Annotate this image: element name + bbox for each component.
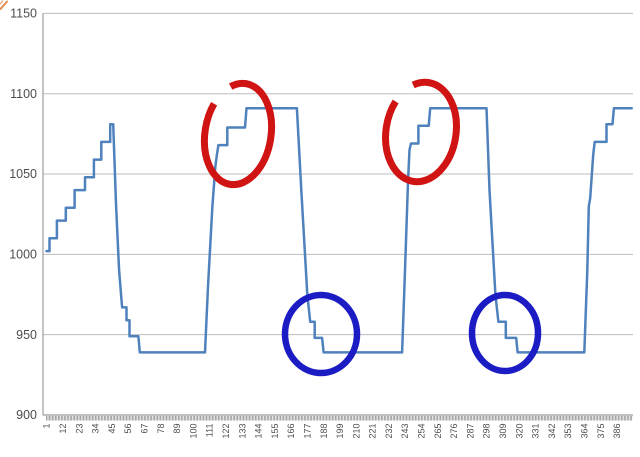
y-axis-tick-label: 900 (16, 408, 37, 422)
x-axis-tick-label: 89 (172, 424, 182, 434)
x-axis-tick-label: 353 (563, 424, 573, 439)
x-axis-tick-label: 166 (286, 424, 296, 439)
corner-scribble-mark (0, 0, 4, 5)
annotation-red-ellipse-2 (382, 78, 460, 186)
x-axis-tick-label: 276 (449, 424, 459, 439)
x-axis-tick-label: 342 (547, 424, 557, 439)
x-axis-tick-label: 364 (580, 424, 590, 439)
x-axis-tick-label: 309 (498, 424, 508, 439)
x-axis-tick-label: 23 (74, 424, 84, 434)
x-axis-tick-label: 56 (123, 424, 133, 434)
x-axis-tick-label: 144 (254, 424, 264, 439)
y-axis-tick-label: 1100 (10, 87, 37, 101)
annotation-blue-ellipse-2 (468, 291, 542, 375)
x-axis-tick-label: 45 (107, 424, 117, 434)
x-axis-tick-label: 100 (188, 424, 198, 439)
x-axis-tick-label: 199 (335, 424, 345, 439)
annotation-blue-ellipse-1 (281, 291, 361, 377)
x-axis-tick-label: 298 (482, 424, 492, 439)
x-axis-tick-label: 232 (384, 424, 394, 439)
annotation-red-ellipse-1 (200, 79, 276, 189)
x-axis-tick-label: 254 (417, 424, 427, 439)
y-axis-tick-label: 950 (16, 328, 37, 342)
corner-scribble-mark (0, 0, 8, 10)
y-axis-tick-label: 1150 (10, 7, 37, 21)
x-axis-tick-label: 12 (58, 424, 68, 434)
x-axis-tick-label: 177 (302, 424, 312, 439)
x-axis-tick-label: 265 (433, 424, 443, 439)
x-axis-tick-label: 78 (156, 424, 166, 434)
x-axis-tick-label: 287 (465, 424, 475, 439)
x-axis-tick-label: 221 (368, 424, 378, 439)
x-axis-tick-label: 331 (531, 424, 541, 439)
x-axis-tick-label: 375 (596, 424, 606, 439)
y-axis-tick-label: 1050 (9, 167, 37, 181)
x-axis-tick-label: 386 (612, 424, 622, 439)
x-axis-tick-label: 111 (205, 424, 215, 438)
x-axis-tick-label: 34 (91, 424, 101, 434)
x-axis-tick-label: 188 (319, 424, 329, 439)
x-axis-tick-label: 67 (139, 424, 149, 434)
x-axis-tick-label: 243 (400, 424, 410, 439)
x-axis-tick-label: 210 (351, 424, 361, 439)
y-axis-tick-label: 1000 (9, 248, 37, 262)
data-series-line (45, 106, 633, 354)
x-axis-tick-label: 133 (237, 424, 247, 439)
x-axis-tick-label: 1 (42, 424, 52, 429)
x-axis-tick-label: 122 (221, 424, 231, 439)
x-axis-tick-label: 155 (270, 424, 280, 439)
x-axis-tick-label: 320 (514, 424, 524, 439)
